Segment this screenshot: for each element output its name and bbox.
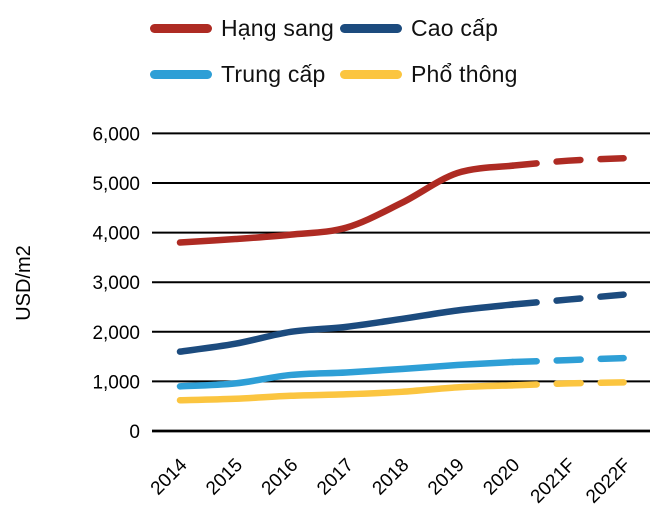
y-axis-tick-label: 4,000 <box>92 224 140 245</box>
legend-swatch-hang-sang <box>150 24 212 33</box>
legend-item-trung-cap: Trung cấp <box>150 61 340 88</box>
x-axis-tick-label: 2020 <box>479 455 524 500</box>
x-axis-tick-label: 2019 <box>424 455 469 500</box>
y-axis-tick-label: 1,000 <box>92 372 140 393</box>
series-line-trung-cap-solid <box>176 358 516 390</box>
x-axis-tick-label: 2016 <box>258 455 303 500</box>
legend-row-1: Hạng sang Cao cấp <box>150 15 530 42</box>
series-line-hang-sang-forecast-dashed <box>509 154 627 169</box>
legend-swatch-cao-cap <box>340 24 402 33</box>
series-line-cao-cap-forecast-dashed <box>509 291 627 308</box>
series-line-pho-thong-forecast-dashed <box>509 379 627 389</box>
x-axis-tick-label: 2021F <box>527 455 580 508</box>
legend-item-hang-sang: Hạng sang <box>150 15 340 42</box>
x-axis-tick-label: 2014 <box>147 454 192 499</box>
series-line-cao-cap-solid <box>176 301 516 355</box>
y-axis-tick-label: 3,000 <box>92 273 140 294</box>
legend-item-cao-cap: Cao cấp <box>340 15 530 42</box>
legend-label-trung-cap: Trung cấp <box>221 61 326 87</box>
legend-label-hang-sang: Hạng sang <box>221 15 335 41</box>
y-axis-tick-label: 6,000 <box>92 124 140 145</box>
series-line-trung-cap-forecast-dashed <box>509 354 627 366</box>
legend-swatch-pho-thong <box>340 70 402 79</box>
x-axis-tick-label: 2017 <box>313 455 358 500</box>
legend-swatch-trung-cap <box>150 70 212 79</box>
y-axis-tick-label: 5,000 <box>92 174 140 195</box>
x-axis-tick-label: 2022F <box>582 455 635 508</box>
y-axis-tick-label: 2,000 <box>92 323 140 344</box>
y-axis-tick-label: 0 <box>129 422 140 443</box>
legend-item-pho-thong: Phổ thông <box>340 61 530 88</box>
legend-label-pho-thong: Phổ thông <box>411 61 518 87</box>
legend-row-2: Trung cấp Phổ thông <box>150 61 530 88</box>
series-line-pho-thong-solid <box>176 382 516 404</box>
x-axis-tick-label: 2018 <box>369 455 414 500</box>
legend-label-cao-cap: Cao cấp <box>411 15 499 41</box>
series-line-hang-sang-solid <box>176 162 516 246</box>
y-axis-title: USD/m2 <box>13 245 35 321</box>
x-axis-tick-label: 2015 <box>202 455 247 500</box>
